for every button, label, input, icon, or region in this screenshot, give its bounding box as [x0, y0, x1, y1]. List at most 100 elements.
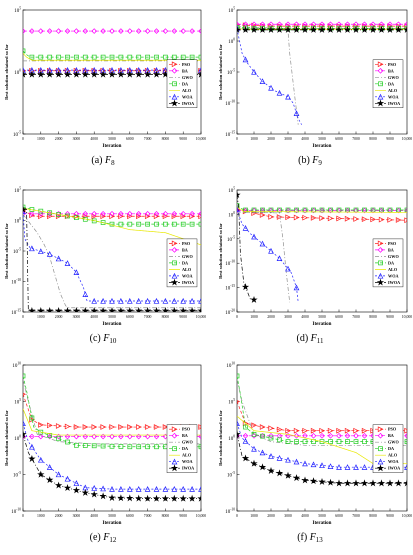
x-tick-label: 3000: [73, 514, 81, 518]
ba-marker: [29, 28, 35, 34]
iwoa-marker: [386, 479, 394, 487]
da-marker: [251, 432, 257, 437]
da-marker: [56, 54, 61, 60]
iwoa-marker: [90, 70, 98, 78]
ba-marker: [171, 247, 178, 253]
iwoa-marker: [143, 70, 152, 78]
ba-marker: [189, 28, 195, 34]
iwoa-marker: [46, 70, 54, 78]
legend-label-iwoa: IWOA: [182, 101, 194, 106]
woa-marker: [162, 486, 169, 492]
iwoa-marker: [170, 306, 178, 312]
woa-marker: [144, 297, 151, 304]
woa-marker: [64, 260, 71, 266]
x-tick-label: 7000: [352, 137, 360, 141]
iwoa-marker: [63, 70, 72, 78]
y-tick-base: 10: [228, 40, 234, 45]
x-tick-label: 8000: [162, 315, 170, 319]
y-tick-label: 10-10: [225, 100, 235, 108]
y-tick-exponent: 0: [233, 435, 235, 439]
iwoa-marker: [258, 26, 267, 33]
iwoa-marker: [403, 26, 407, 33]
legend-label-woa: WOA: [388, 273, 398, 278]
legend-box: [166, 59, 198, 108]
woa-marker: [336, 464, 342, 470]
ba-marker: [100, 433, 106, 440]
x-tick-label: 9000: [386, 315, 394, 319]
woa-marker: [189, 297, 195, 304]
ba-marker: [82, 210, 89, 217]
woa-marker: [251, 233, 257, 240]
pso-marker: [153, 213, 160, 220]
y-tick-base: 10: [228, 437, 234, 442]
series-line-woa: [237, 209, 299, 303]
legend-label-pso: PSO: [388, 62, 397, 67]
legend-label-pso: PSO: [182, 427, 191, 432]
pso-marker: [198, 213, 201, 220]
legend-label-da: DA: [388, 81, 394, 86]
y-tick-base: 10: [228, 189, 234, 194]
series-line-gwo: [237, 211, 291, 303]
y-tick-base: 10: [14, 71, 20, 76]
y-axis-label: Best solution obtained so far: [218, 410, 223, 466]
legend-label-ba: BA: [182, 247, 188, 252]
legend-label-alo: ALO: [388, 453, 398, 458]
y-axis-label: Best solution obtained so far: [4, 410, 9, 466]
iwoa-marker: [237, 191, 241, 198]
woa-marker: [100, 297, 106, 304]
woa-marker: [23, 67, 26, 73]
woa-marker: [171, 93, 178, 100]
da-marker: [136, 221, 142, 227]
x-tick-label: 2000: [267, 315, 275, 319]
iwoa-marker: [54, 70, 63, 78]
pso-marker: [127, 424, 133, 430]
legend-label-gwo: GWO: [388, 254, 399, 259]
da-marker: [145, 221, 150, 227]
woa-marker: [171, 297, 178, 304]
iwoa-marker: [360, 479, 369, 487]
y-tick-label: 10-20: [225, 309, 235, 317]
y-tick-base: 10: [11, 311, 17, 316]
da-marker: [268, 435, 274, 441]
series-line-gwo: [237, 26, 299, 125]
woa-marker: [319, 462, 325, 469]
x-tick-label: 1000: [37, 315, 45, 319]
pso-marker: [285, 214, 292, 221]
y-tick-exponent: 0: [233, 38, 235, 42]
x-tick-label: 4000: [90, 137, 98, 141]
x-tick-label: 1000: [250, 137, 258, 141]
woa-marker: [126, 297, 133, 304]
ba-marker: [171, 28, 178, 34]
iwoa-marker: [301, 476, 309, 484]
da-marker: [345, 439, 350, 444]
woa-marker: [268, 247, 274, 254]
x-tick-label: 0: [236, 137, 238, 141]
x-tick-label: 7000: [352, 514, 360, 518]
da-marker: [118, 221, 124, 227]
y-tick-label: 10-15: [225, 284, 235, 292]
x-tick-label: 7000: [144, 315, 152, 319]
iwoa-marker: [188, 494, 196, 502]
x-tick-label: 5000: [318, 514, 326, 518]
x-tick-label: 2000: [55, 137, 63, 141]
iwoa-marker: [135, 70, 143, 78]
pso-marker: [404, 217, 407, 224]
ba-marker: [135, 210, 142, 217]
y-tick-label: 1010: [12, 362, 21, 370]
iwoa-marker: [403, 479, 407, 487]
y-tick-base: 10: [228, 9, 234, 14]
x-axis-label: Iteration: [313, 521, 332, 526]
woa-marker: [171, 486, 178, 492]
iwoa-marker: [275, 26, 284, 33]
da-marker: [29, 54, 35, 60]
ba-marker: [198, 210, 201, 217]
pso-marker: [82, 424, 89, 430]
da-marker: [127, 444, 133, 450]
iwoa-marker: [335, 26, 343, 33]
da-marker: [118, 54, 124, 60]
y-tick-label: 100: [228, 211, 235, 219]
woa-marker: [276, 89, 283, 96]
